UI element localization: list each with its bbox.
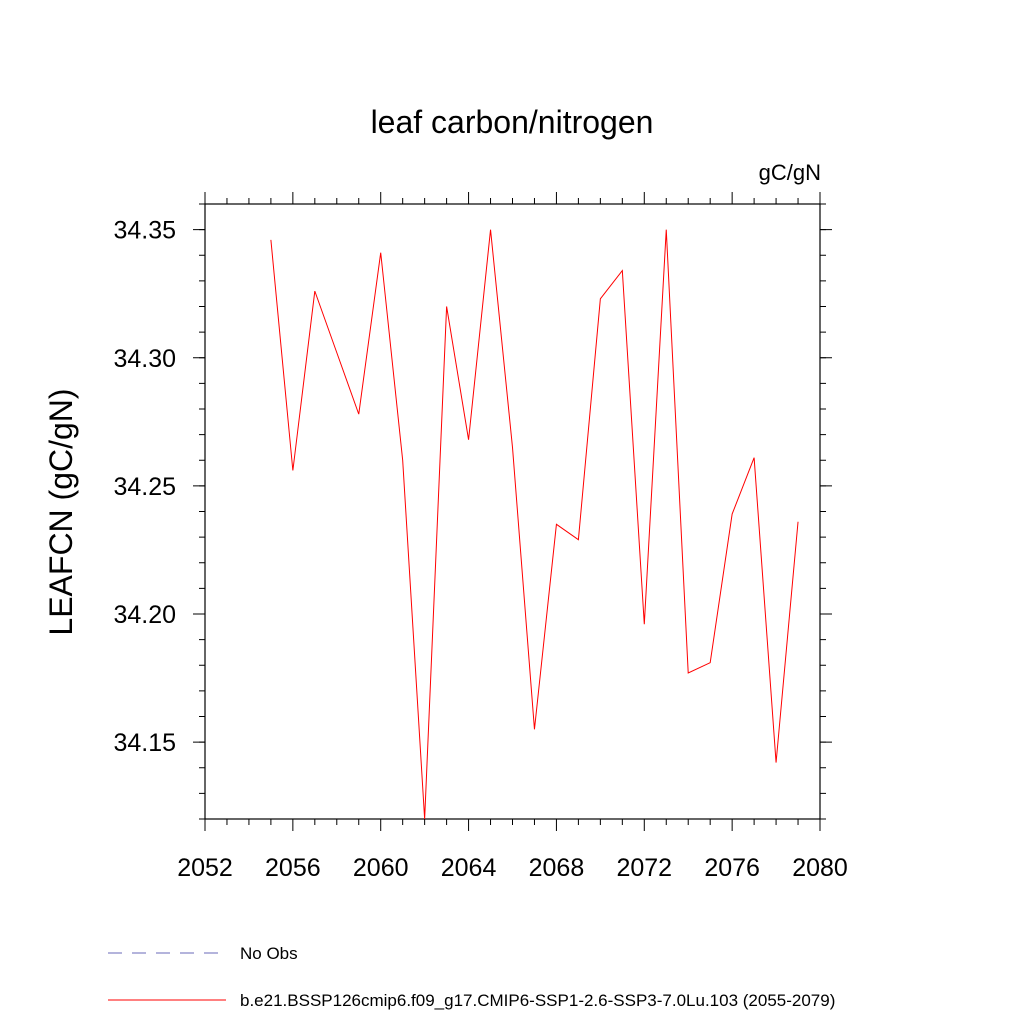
legend-label: b.e21.BSSP126cmip6.f09_g17.CMIP6-SSP1-2.… <box>240 991 835 1010</box>
series-lines <box>270 229 799 820</box>
y-tick-label: 34.15 <box>113 729 176 757</box>
y-tick-label: 34.35 <box>113 217 176 245</box>
y-tick-label: 34.25 <box>113 473 176 501</box>
x-tick-label: 2052 <box>177 854 233 882</box>
x-tick-label: 2060 <box>353 854 409 882</box>
y-axis-label: LEAFCN (gC/gN) <box>43 388 79 635</box>
x-tick-label: 2076 <box>704 854 760 882</box>
y-tick-label: 34.20 <box>113 601 176 629</box>
x-tick-label: 2080 <box>792 854 848 882</box>
x-tick-label: 2072 <box>616 854 672 882</box>
axis-ticks <box>193 192 832 831</box>
plot-frame <box>204 203 821 820</box>
legend-label: No Obs <box>240 944 298 963</box>
legend: No Obs b.e21.BSSP126cmip6.f09_g17.CMIP6-S… <box>108 944 835 1010</box>
y-tick-label: 34.30 <box>113 345 176 373</box>
x-tick-label: 2064 <box>441 854 497 882</box>
series-line <box>270 229 799 820</box>
units-label: gC/gN <box>759 160 821 185</box>
x-tick-label: 2068 <box>529 854 585 882</box>
x-tick-label: 2056 <box>265 854 321 882</box>
axis-tick-labels: 2052 2056 2060 2064 2068 2072 2076 2080 34.15 34.… <box>113 217 847 882</box>
chart-title: leaf carbon/nitrogen <box>371 104 654 140</box>
